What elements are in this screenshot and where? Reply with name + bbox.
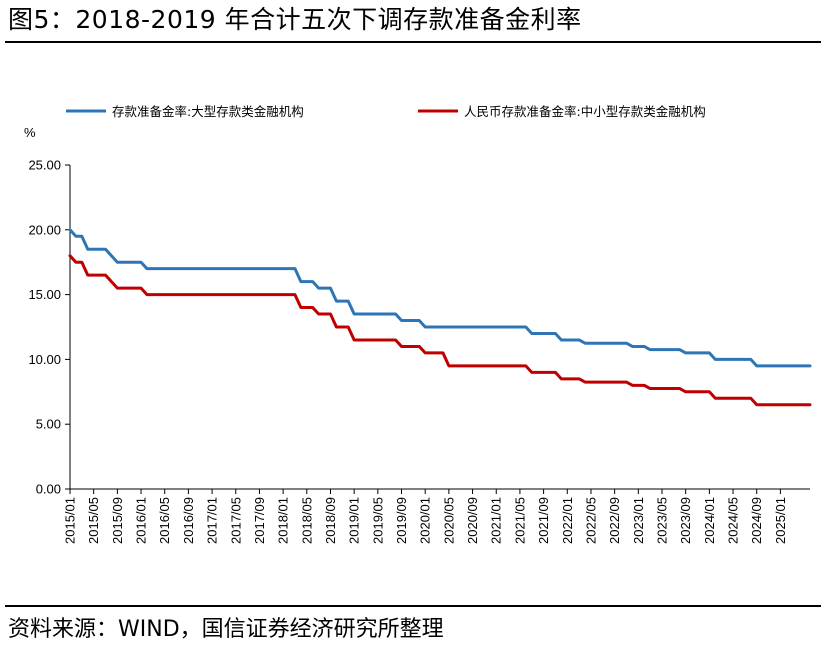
x-tick-label: 2025/01 — [773, 497, 788, 544]
x-tick-label: 2023/09 — [678, 497, 693, 544]
legend-label: 存款准备金率:大型存款类金融机构 — [112, 104, 304, 119]
x-tick-label: 2022/01 — [560, 497, 575, 544]
x-tick-label: 2015/01 — [63, 497, 78, 544]
figure-title: 图5：2018-2019 年合计五次下调存款准备金利率 — [8, 5, 582, 34]
x-tick-label: 2020/09 — [465, 497, 480, 544]
title-rule — [5, 41, 821, 43]
y-tick-label: 15.00 — [28, 287, 61, 302]
y-tick-label: 5.00 — [36, 417, 61, 432]
x-tick-label: 2021/09 — [536, 497, 551, 544]
x-tick-label: 2022/09 — [607, 497, 622, 544]
x-tick-label: 2023/05 — [655, 497, 670, 544]
x-tick-label: 2019/05 — [370, 497, 385, 544]
x-tick-label: 2018/01 — [276, 497, 291, 544]
x-tick-label: 2016/05 — [157, 497, 172, 544]
x-tick-label: 2024/09 — [749, 497, 764, 544]
x-tick-label: 2024/01 — [702, 497, 717, 544]
series-layer — [68, 228, 812, 407]
x-tick-label: 2021/05 — [512, 497, 527, 544]
x-tick-label: 2017/09 — [252, 497, 267, 544]
axes: 0.00 5.00 10.00 15.00 20.00 25.00 2015/01 2015/… — [28, 158, 810, 544]
chart-area: 0.00 5.00 10.00 15.00 20.00 25.00 2015/01 2015/… — [24, 104, 812, 544]
y-tick-label: 25.00 — [28, 158, 61, 173]
legend-item: 存款准备金率:大型存款类金融机构 — [66, 104, 304, 119]
legend-label: 人民币存款准备金率:中小型存款类金融机构 — [464, 104, 706, 119]
x-tick-label: 2020/01 — [418, 497, 433, 544]
x-tick-label: 2017/01 — [205, 497, 220, 544]
series-line-large-institutions — [68, 228, 812, 368]
x-tick-label: 2024/05 — [726, 497, 741, 544]
y-tick-label: 20.00 — [28, 222, 61, 237]
legend: 存款准备金率:大型存款类金融机构 人民币存款准备金率:中小型存款类金融机构 — [66, 104, 706, 119]
source-rule — [5, 605, 821, 607]
x-tick-label: 2021/01 — [489, 497, 504, 544]
x-tick-label: 2022/05 — [583, 497, 598, 544]
y-tick-label: 0.00 — [36, 482, 61, 497]
source-note: 资料来源：WIND，国信证券经济研究所整理 — [8, 617, 444, 642]
y-axis-unit-label: % — [24, 125, 36, 140]
x-tick-label: 2023/01 — [631, 497, 646, 544]
x-tick-label: 2016/01 — [134, 497, 149, 544]
y-tick-label: 10.00 — [28, 352, 61, 367]
x-tick-label: 2015/05 — [86, 497, 101, 544]
x-tick-label: 2018/09 — [323, 497, 338, 544]
series-line-small-medium-institutions — [68, 254, 812, 407]
x-tick-label: 2019/01 — [347, 497, 362, 544]
x-tick-label: 2018/05 — [299, 497, 314, 544]
legend-item: 人民币存款准备金率:中小型存款类金融机构 — [418, 104, 706, 119]
x-tick-label: 2015/09 — [110, 497, 125, 544]
x-tick-label: 2019/09 — [394, 497, 409, 544]
x-tick-label: 2017/05 — [228, 497, 243, 544]
x-tick-label: 2016/09 — [181, 497, 196, 544]
x-tick-label: 2020/05 — [441, 497, 456, 544]
